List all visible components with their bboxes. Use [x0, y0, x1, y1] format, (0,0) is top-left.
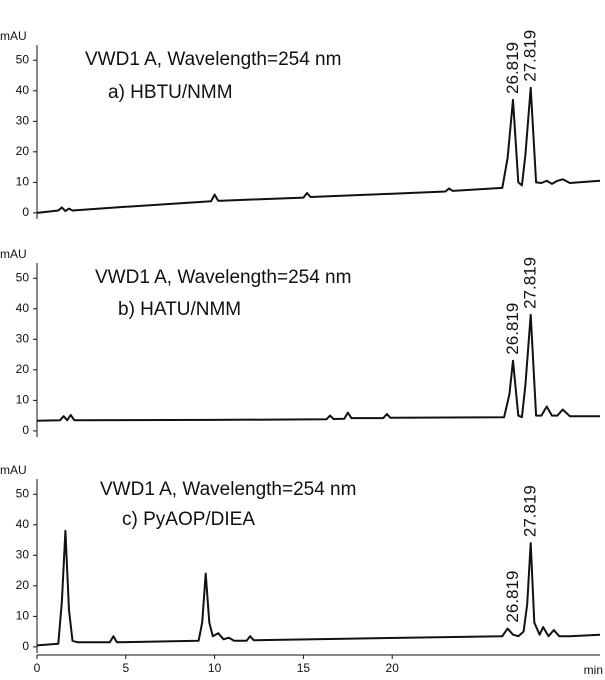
x-tick-label: 5	[122, 661, 129, 675]
x-tick-label: 15	[297, 661, 311, 675]
panel-title: VWD1 A, Wavelength=254 nm	[85, 49, 341, 70]
panel-title: VWD1 A, Wavelength=254 nm	[100, 479, 356, 500]
y-tick-label: 0	[22, 423, 29, 437]
x-axis-label: min	[584, 663, 603, 677]
peak-label: 27.819	[521, 485, 540, 537]
y-axis-label: mAU	[0, 247, 27, 261]
peak-label: 26.819	[503, 571, 522, 623]
panel-title: VWD1 A, Wavelength=254 nm	[95, 267, 351, 288]
y-axis-label: mAU	[0, 463, 27, 477]
x-tick-label: 20	[386, 661, 400, 675]
y-tick-label: 40	[16, 301, 30, 315]
y-tick-label: 40	[16, 517, 30, 531]
y-tick-label: 50	[16, 486, 30, 500]
y-tick-label: 30	[16, 331, 30, 345]
y-tick-label: 0	[22, 639, 29, 653]
y-tick-label: 20	[16, 362, 30, 376]
panel-subtitle: b) HATU/NMM	[118, 299, 241, 320]
y-tick-label: 10	[16, 609, 30, 623]
y-tick-label: 40	[16, 83, 30, 97]
x-tick-label: 10	[208, 661, 222, 675]
peak-label: 26.819	[503, 303, 522, 355]
y-tick-label: 0	[22, 205, 29, 219]
y-tick-label: 30	[16, 547, 30, 561]
panel-subtitle: c) PyAOP/DIEA	[122, 509, 255, 530]
panel-subtitle: a) HBTU/NMM	[108, 82, 233, 103]
peak-label: 26.819	[503, 42, 522, 94]
y-tick-label: 20	[16, 578, 30, 592]
peak-label: 27.819	[521, 30, 540, 82]
y-tick-label: 30	[16, 113, 30, 127]
trace	[36, 86, 601, 214]
y-tick-label: 50	[16, 270, 30, 284]
trace	[36, 529, 601, 647]
trace	[36, 313, 600, 422]
x-tick-label: 0	[34, 661, 41, 675]
y-tick-label: 50	[16, 52, 30, 66]
y-tick-label: 10	[16, 175, 30, 189]
y-tick-label: 10	[16, 393, 30, 407]
y-tick-label: 20	[16, 144, 30, 158]
peak-label: 27.819	[521, 257, 540, 309]
y-axis-label: mAU	[0, 29, 27, 43]
